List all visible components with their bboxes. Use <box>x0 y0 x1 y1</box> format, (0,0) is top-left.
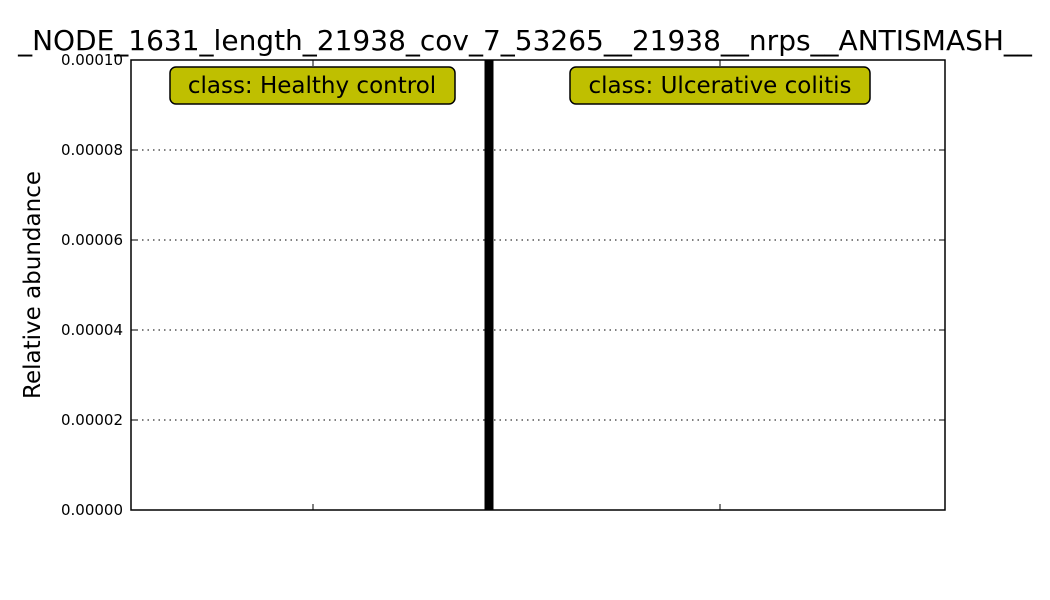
y-ticks: 0.00000 0.00002 0.00004 0.00006 0.00008 0.000… <box>61 51 945 519</box>
plot-frame <box>130 59 946 511</box>
y-axis-label: Relative abundance <box>20 171 46 399</box>
y-tick-label: 0.00000 <box>61 501 123 519</box>
class-label-uc-text: class: Ulcerative colitis <box>588 73 851 99</box>
y-tick-label: 0.00004 <box>61 321 123 339</box>
class-label-uc: class: Ulcerative colitis <box>569 66 871 105</box>
grid-lines <box>131 149 945 421</box>
y-tick-label: 0.00008 <box>61 141 123 159</box>
y-tick-label: 0.00010 <box>61 51 123 69</box>
y-tick-label: 0.00006 <box>61 231 123 249</box>
class-label-healthy-text: class: Healthy control <box>188 73 436 99</box>
chart-title: _NODE_1631_length_21938_cov_7_53265__219… <box>17 24 1033 57</box>
class-label-healthy: class: Healthy control <box>169 66 456 105</box>
y-tick-label: 0.00002 <box>61 411 123 429</box>
x-ticks <box>312 60 721 510</box>
